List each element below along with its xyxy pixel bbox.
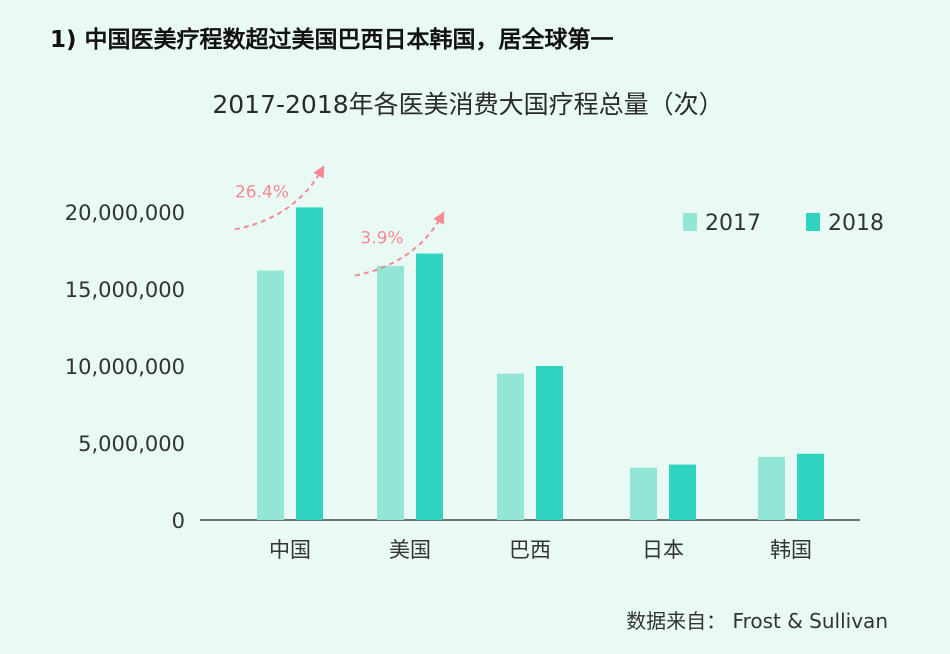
source-note: 数据来自： Frost & Sullivan [626,609,888,633]
growth-arrow [354,211,445,277]
bar-2018-中国 [296,207,323,520]
growth-arrow [234,165,325,231]
y-tick-label: 10,000,000 [65,355,185,379]
legend-swatch-2017 [683,213,697,231]
y-tick-label: 20,000,000 [65,201,185,225]
bar-2017-韩国 [758,456,785,520]
bar-2018-美国 [416,253,443,520]
bar-2017-日本 [630,467,657,520]
y-tick-label: 15,000,000 [65,278,185,302]
bar-2017-美国 [377,265,404,520]
x-tick-label: 韩国 [770,538,812,562]
x-tick-label: 中国 [269,538,311,562]
growth-label: 26.4% [235,182,289,202]
bar-2017-中国 [257,270,284,520]
y-tick-label: 5,000,000 [78,432,185,456]
y-tick-label: 0 [172,509,185,533]
axis-layer: 0 5,000,000 10,000,000 15,000,000 20,000,000… [65,201,860,562]
bar-2018-日本 [669,464,696,520]
x-tick-label: 美国 [389,538,431,562]
annotation-layer: 26.4% 3.9% [234,165,445,277]
page-heading: 1) 中国医美疗程数超过美国巴西日本韩国，居全球第一 [50,27,614,53]
legend: 2017 2018 [683,211,884,236]
bar-2018-巴西 [536,366,563,520]
legend-swatch-2018 [806,213,820,231]
growth-label: 3.9% [360,229,403,249]
legend-label-2017: 2017 [705,211,761,236]
bar-2017-巴西 [497,373,524,520]
x-tick-label: 巴西 [509,538,551,562]
legend-label-2018: 2018 [828,211,884,236]
chart-title: 2017-2018年各医美消费大国疗程总量（次） [212,90,723,119]
bar-2018-韩国 [797,453,824,520]
bars-layer [257,207,824,520]
x-tick-label: 日本 [642,538,684,562]
